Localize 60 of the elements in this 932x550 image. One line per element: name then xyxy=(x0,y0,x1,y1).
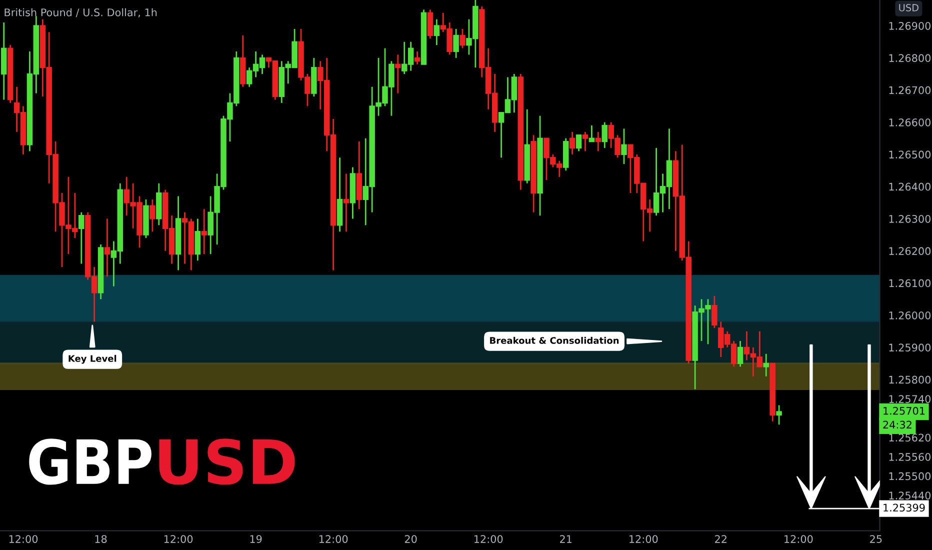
candlestick xyxy=(737,340,744,368)
x-tick-label: 12:00 xyxy=(784,535,813,543)
candlestick xyxy=(343,173,350,232)
x-tick-label: 25 xyxy=(870,535,882,543)
candlestick xyxy=(194,218,201,262)
y-tick-label: 1.25500 xyxy=(889,472,931,480)
x-tick-label: 19 xyxy=(250,535,262,543)
y-tick-label: 1.26100 xyxy=(889,279,931,288)
y-tick-label: 1.25740 xyxy=(889,395,931,403)
y-tick-label: 1.26800 xyxy=(889,54,931,62)
x-tick-label: 12:00 xyxy=(474,535,503,543)
annotation: Breakout & Consolidation xyxy=(490,336,619,344)
candlestick xyxy=(453,28,459,59)
y-tick-label: 1.26400 xyxy=(889,182,931,191)
x-tick-label: 21 xyxy=(560,535,572,543)
candlestick xyxy=(621,128,627,165)
x-tick-label: 12:00 xyxy=(9,535,38,543)
candlestick xyxy=(595,131,602,152)
candlestick xyxy=(104,218,110,278)
y-tick-label: 1.25620 xyxy=(889,434,931,442)
x-tick-label: 20 xyxy=(404,535,417,543)
y-tick-label: 1.26600 xyxy=(889,118,931,126)
candlestick xyxy=(569,131,576,156)
y-tick-label: 1.26300 xyxy=(889,214,931,223)
y-tick-label: 1.26900 xyxy=(889,22,931,30)
x-tick-label: 18 xyxy=(95,535,107,543)
y-tick-label: 1.25800 xyxy=(889,376,931,384)
x-tick-label: 12:00 xyxy=(630,535,658,543)
ref-line-label: 1.25399 xyxy=(884,504,925,512)
y-tick-label: 1.26200 xyxy=(889,247,931,256)
candlestick xyxy=(395,54,401,94)
text: 24:32 xyxy=(883,420,912,429)
candlestick xyxy=(434,18,440,46)
y-tick-label: 1.26700 xyxy=(889,86,931,94)
text: British Pound / U.S. Dollar, 1h xyxy=(4,8,157,18)
candlestick xyxy=(150,198,156,232)
candlestick xyxy=(427,8,434,40)
annotation: Key Level xyxy=(68,354,116,364)
candlestick xyxy=(414,50,420,66)
candlestick xyxy=(776,404,782,426)
candlestick xyxy=(588,124,595,142)
y-tick-label: 1.26000 xyxy=(889,311,931,320)
candlestick xyxy=(763,353,769,378)
candlestick xyxy=(201,208,208,255)
candlestick xyxy=(602,122,608,149)
x-tick-label: 22 xyxy=(715,535,726,543)
y-tick-label: 1.26500 xyxy=(889,150,931,159)
candlestick xyxy=(712,295,718,329)
text: 1.25701 xyxy=(884,406,925,415)
candlestick xyxy=(78,212,84,264)
annotation: GBPUSD xyxy=(29,438,295,485)
x-tick-label: 12:00 xyxy=(164,535,193,543)
y-tick-label: 1.25560 xyxy=(889,452,931,461)
candlestick xyxy=(582,131,588,152)
candlestick xyxy=(460,28,466,49)
y-tick-label: 1.25440 xyxy=(889,492,931,500)
y-axis-title: USD xyxy=(899,4,919,12)
candlestick xyxy=(576,134,582,152)
y-tick-label: 1.25900 xyxy=(889,344,931,352)
x-tick-label: 12:00 xyxy=(319,535,348,543)
